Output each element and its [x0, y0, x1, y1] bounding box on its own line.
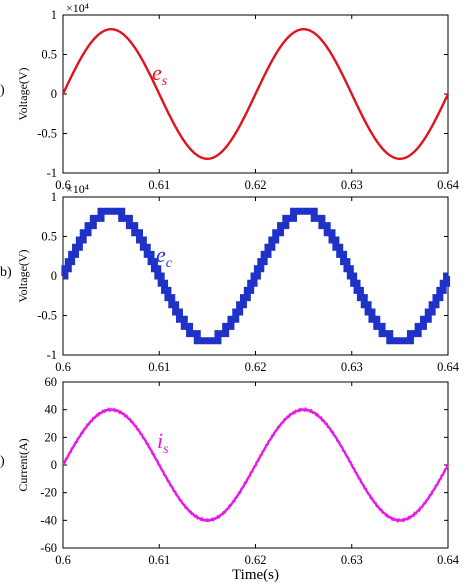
series-annotation: is [157, 428, 169, 457]
y-tick-label: -0.5 [37, 309, 57, 323]
series-annotation: ec [156, 242, 173, 271]
x-tick-label: 0.61 [148, 553, 170, 567]
panel-label: b) [0, 265, 12, 280]
series-line [61, 28, 450, 160]
x-tick-label: 0.62 [245, 360, 267, 374]
chart-panel-1: 0.6 0.61 0.62 0.63 0.64 1 0.5 0 -0.5 -1 Voltage(V)… [0, 1, 460, 192]
y-axis-label: Current(A) [16, 438, 30, 491]
axis-multiplier: ×10⁴ [66, 182, 89, 196]
x-tick-label: 0.61 [148, 178, 170, 192]
y-tick-label: 1 [51, 8, 57, 22]
chart-panel-3: 0.6 0.61 0.62 0.63 0.64 60 40 20 0 -20 -40 -60 Curre… [0, 375, 460, 582]
y-tick-label: -40 [40, 513, 57, 527]
y-tick-label: 0 [51, 458, 57, 472]
y-axis-label: Voltage(V) [16, 249, 30, 302]
panel-label: ) [0, 454, 5, 469]
y-tick-label: -0.5 [37, 127, 57, 141]
x-tick-label: 0.6 [55, 553, 71, 567]
annotation-main: e [152, 60, 162, 85]
x-tick-label: 0.6 [55, 360, 71, 374]
chart-panel-2: 0.6 0.61 0.62 0.63 0.64 1 0.5 0 -0.5 -1 Voltage(V)… [0, 182, 460, 374]
series-annotation: es [152, 60, 168, 89]
panel-label: ) [0, 83, 5, 98]
x-axis-label: Time(s) [232, 567, 279, 582]
y-tick-label: 0.5 [41, 230, 57, 244]
annotation-sub: c [166, 256, 173, 271]
y-tick-label: -60 [40, 541, 57, 555]
x-tick-label: 0.63 [341, 178, 363, 192]
y-tick-label: 0 [51, 269, 57, 283]
annotation-main: e [156, 242, 166, 267]
y-tick-label: -1 [47, 166, 57, 180]
y-tick-label: 20 [45, 430, 58, 444]
x-tick-label: 0.64 [437, 178, 460, 192]
y-tick-label: -20 [40, 486, 57, 500]
y-tick-label: 40 [45, 403, 58, 417]
x-tick-label: 0.63 [341, 360, 363, 374]
y-tick-label: 60 [45, 375, 58, 389]
axis-multiplier: ×10⁴ [66, 1, 89, 15]
y-tick-label: -1 [47, 348, 57, 362]
x-tick-label: 0.64 [437, 360, 460, 374]
x-tick-label: 0.62 [245, 178, 267, 192]
x-tick-label: 0.64 [437, 553, 460, 567]
series-line [61, 207, 451, 345]
x-tick-label: 0.62 [245, 553, 267, 567]
annotation-sub: s [162, 74, 168, 89]
y-axis-label: Voltage(V) [16, 67, 30, 120]
series-line [61, 406, 450, 524]
x-tick-label: 0.6 [55, 178, 71, 192]
annotation-main: i [157, 428, 163, 453]
y-tick-label: 1 [51, 190, 57, 204]
y-tick-label: 0 [51, 87, 57, 101]
y-tick-label: 0.5 [41, 48, 57, 62]
x-tick-label: 0.61 [148, 360, 170, 374]
annotation-sub: s [163, 442, 169, 457]
x-tick-label: 0.63 [341, 553, 363, 567]
